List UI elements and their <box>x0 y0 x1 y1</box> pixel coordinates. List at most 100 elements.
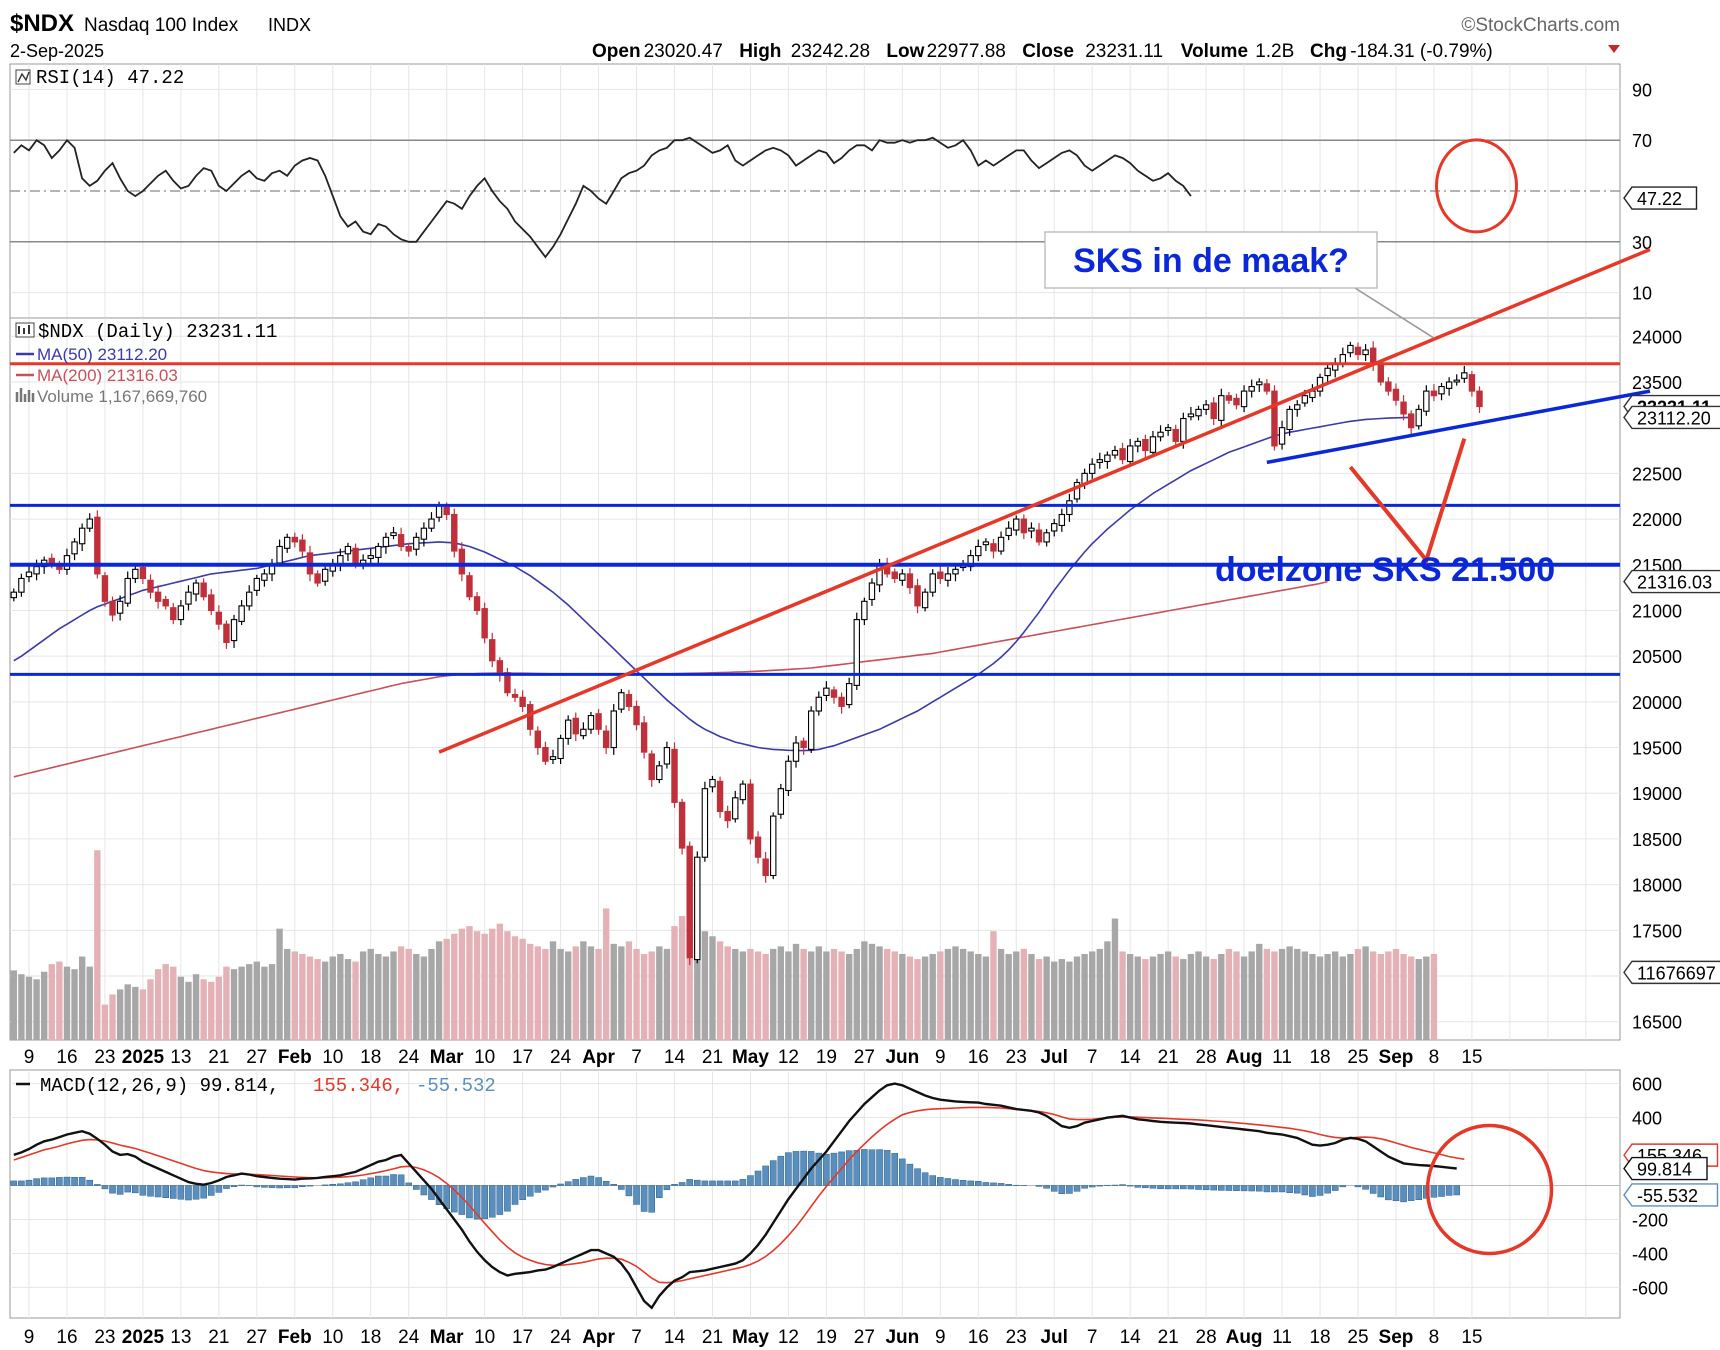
candle[interactable] <box>1142 439 1149 452</box>
candle[interactable] <box>1445 381 1453 389</box>
candle[interactable] <box>678 801 686 849</box>
candle[interactable] <box>1066 500 1073 516</box>
candle[interactable] <box>1073 481 1081 500</box>
candle[interactable] <box>891 571 898 580</box>
candle[interactable] <box>1286 408 1293 431</box>
candle[interactable] <box>139 566 147 580</box>
candle[interactable] <box>640 722 648 753</box>
candle[interactable] <box>223 623 230 643</box>
candle[interactable] <box>580 728 587 737</box>
candle[interactable] <box>1324 367 1331 377</box>
candle[interactable] <box>625 693 633 707</box>
candle[interactable] <box>1271 390 1278 447</box>
candle[interactable] <box>1294 404 1301 410</box>
candle[interactable] <box>1461 372 1468 379</box>
candle[interactable] <box>147 579 154 593</box>
candle[interactable] <box>861 600 868 621</box>
candle[interactable] <box>716 780 724 813</box>
candle[interactable] <box>413 536 420 550</box>
candle[interactable] <box>185 591 192 605</box>
candle[interactable] <box>633 705 640 726</box>
candle[interactable] <box>71 541 78 555</box>
candle[interactable] <box>975 545 982 557</box>
candle[interactable] <box>671 748 678 803</box>
candle[interactable] <box>154 591 162 602</box>
candle[interactable] <box>1301 395 1309 404</box>
candle[interactable] <box>1377 364 1384 383</box>
candle[interactable] <box>390 532 397 537</box>
candle[interactable] <box>1104 454 1111 463</box>
candle[interactable] <box>215 611 223 625</box>
candle[interactable] <box>375 545 382 558</box>
candle[interactable] <box>230 619 238 642</box>
candle[interactable] <box>101 575 109 602</box>
candle[interactable] <box>549 756 557 760</box>
candle[interactable] <box>807 710 815 750</box>
candle[interactable] <box>78 527 86 545</box>
candle[interactable] <box>800 740 807 749</box>
macd-line[interactable] <box>13 1082 1457 1310</box>
candle[interactable] <box>352 547 359 566</box>
candle[interactable] <box>944 573 952 581</box>
candle[interactable] <box>1111 449 1119 456</box>
candle[interactable] <box>1149 436 1157 453</box>
candle[interactable] <box>246 591 253 607</box>
candle[interactable] <box>170 607 177 621</box>
candle[interactable] <box>990 543 997 552</box>
candle[interactable] <box>701 788 709 858</box>
candle[interactable] <box>557 737 564 760</box>
candle[interactable] <box>109 600 116 616</box>
candle[interactable] <box>572 717 579 735</box>
candle[interactable] <box>792 742 800 762</box>
candle[interactable] <box>116 600 124 614</box>
candle[interactable] <box>1005 527 1012 537</box>
candle[interactable] <box>1172 428 1179 442</box>
candle[interactable] <box>25 571 33 578</box>
candle[interactable] <box>1354 346 1362 356</box>
candle[interactable] <box>405 545 412 552</box>
candle[interactable] <box>1043 532 1050 543</box>
candle[interactable] <box>686 845 693 959</box>
rsi-line[interactable] <box>13 136 1192 259</box>
candle[interactable] <box>261 573 268 581</box>
candle[interactable] <box>1058 513 1066 527</box>
candle[interactable] <box>162 598 169 607</box>
candle[interactable] <box>595 713 602 730</box>
candle[interactable] <box>504 672 511 694</box>
candle[interactable] <box>124 577 131 604</box>
candle[interactable] <box>428 518 435 529</box>
candle[interactable] <box>473 596 481 612</box>
candle[interactable] <box>785 760 792 792</box>
rsi-panel[interactable]: 90 70 30 10 RSI(14) 47.22 47.22 <box>9 63 1698 319</box>
candle[interactable] <box>56 566 63 570</box>
candle[interactable] <box>1453 379 1460 383</box>
candle[interactable] <box>321 568 329 582</box>
candle[interactable] <box>451 513 458 552</box>
candle[interactable] <box>443 506 450 516</box>
candle[interactable] <box>663 746 671 765</box>
candle[interactable] <box>420 527 428 540</box>
candle[interactable] <box>192 582 200 595</box>
candle[interactable] <box>1362 349 1369 356</box>
candle[interactable] <box>845 683 853 706</box>
candle[interactable] <box>132 568 139 580</box>
candle[interactable] <box>921 591 929 609</box>
candle[interactable] <box>382 536 390 548</box>
candle[interactable] <box>458 548 466 575</box>
candle[interactable] <box>397 534 405 548</box>
candle[interactable] <box>602 730 610 749</box>
candle[interactable] <box>94 516 101 575</box>
candle[interactable] <box>1225 395 1233 401</box>
candle[interactable] <box>1347 344 1354 354</box>
candle[interactable] <box>762 858 769 877</box>
candle[interactable] <box>1013 518 1020 531</box>
candle[interactable] <box>1134 440 1141 447</box>
candle[interactable] <box>754 836 762 858</box>
candle[interactable] <box>815 696 823 712</box>
candle[interactable] <box>1392 388 1400 401</box>
candle[interactable] <box>709 778 716 788</box>
candle[interactable] <box>952 568 959 575</box>
ma50-line[interactable] <box>13 416 1412 752</box>
candle[interactable] <box>253 577 261 591</box>
